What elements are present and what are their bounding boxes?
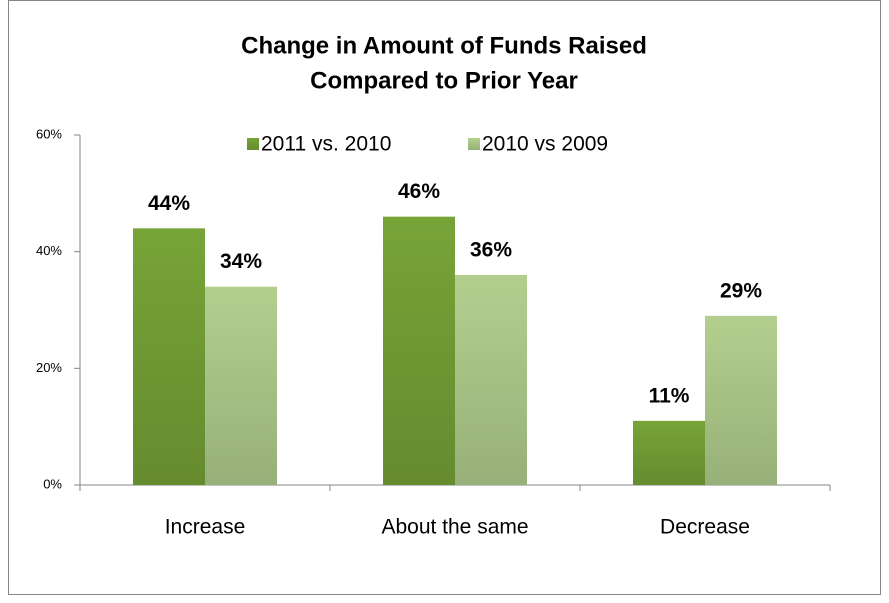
data-label: 11% bbox=[649, 384, 690, 407]
chart-title: Compared to Prior Year bbox=[310, 67, 578, 94]
y-tick-label: 20% bbox=[36, 360, 62, 375]
chart-title: Change in Amount of Funds Raised bbox=[241, 32, 647, 59]
bar bbox=[205, 286, 277, 485]
bar bbox=[705, 315, 777, 485]
legend-swatch bbox=[468, 138, 480, 150]
y-tick-label: 60% bbox=[36, 126, 62, 141]
y-tick-label: 40% bbox=[36, 243, 62, 258]
data-label: 46% bbox=[398, 180, 440, 203]
legend-swatch bbox=[247, 138, 259, 150]
y-tick-label: 0% bbox=[43, 476, 62, 491]
data-label: 44% bbox=[148, 192, 190, 215]
bar bbox=[383, 216, 455, 485]
bar bbox=[455, 275, 527, 485]
x-tick-label: About the same bbox=[381, 516, 528, 539]
data-label: 36% bbox=[470, 239, 512, 262]
x-tick-label: Decrease bbox=[660, 516, 750, 539]
bar bbox=[133, 228, 205, 486]
data-label: 34% bbox=[220, 250, 262, 273]
data-label: 29% bbox=[720, 279, 762, 302]
x-tick-label: Increase bbox=[165, 516, 246, 539]
bar bbox=[633, 420, 705, 485]
legend-label: 2011 vs. 2010 bbox=[261, 133, 391, 156]
legend-label: 2010 vs 2009 bbox=[482, 133, 608, 156]
